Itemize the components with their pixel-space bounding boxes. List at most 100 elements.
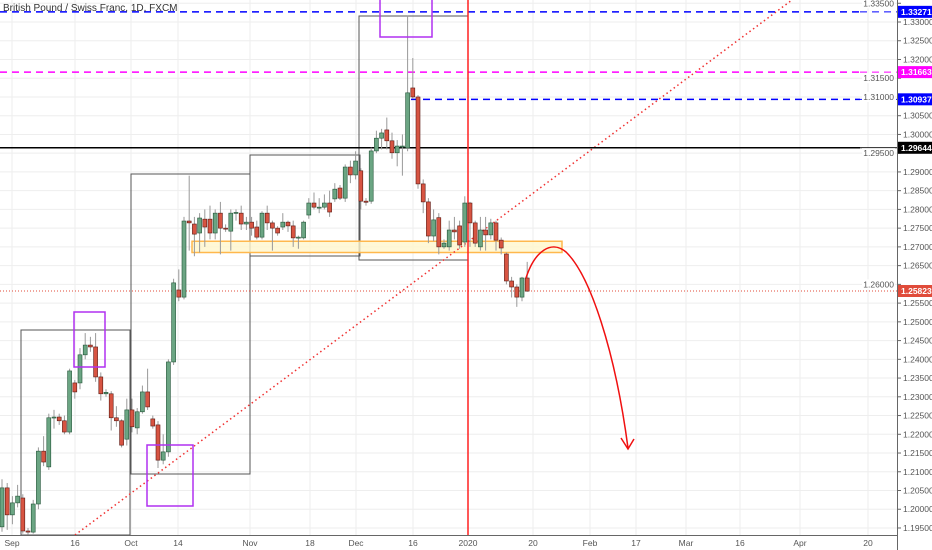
candle[interactable] (504, 252, 509, 285)
candle[interactable] (389, 132, 395, 159)
candle[interactable] (420, 179, 426, 214)
candle[interactable] (462, 196, 468, 247)
candle[interactable] (4, 483, 10, 530)
candle[interactable] (202, 209, 208, 247)
candle[interactable] (186, 175, 192, 251)
candle[interactable] (51, 409, 57, 429)
candle[interactable] (410, 57, 416, 99)
candle[interactable] (306, 198, 312, 219)
trend-line[interactable] (74, 0, 793, 536)
candle[interactable] (280, 213, 286, 231)
candle[interactable] (488, 218, 494, 240)
range-box[interactable] (130, 173, 251, 475)
candle[interactable] (119, 419, 124, 448)
price-axis[interactable]: 1.33500 1.33000 1.32500 1.32000 1.31500 1.310… (862, 0, 932, 533)
candle[interactable] (166, 359, 171, 457)
range-box[interactable] (249, 154, 361, 257)
candle[interactable] (181, 216, 187, 300)
candle[interactable] (415, 95, 421, 189)
candle[interactable] (145, 368, 150, 410)
candle[interactable] (457, 220, 462, 249)
candle[interactable] (472, 220, 478, 247)
candle[interactable] (30, 499, 36, 534)
candle[interactable] (337, 185, 343, 201)
candle[interactable] (108, 391, 114, 431)
candle[interactable] (238, 205, 244, 231)
candle[interactable] (311, 192, 317, 210)
candle[interactable] (129, 398, 135, 433)
candle[interactable] (77, 348, 83, 390)
candle[interactable] (15, 484, 20, 508)
candle[interactable] (342, 164, 348, 202)
candle[interactable] (290, 220, 296, 247)
support-zone[interactable] (191, 240, 563, 254)
candle[interactable] (259, 211, 265, 240)
candle[interactable] (452, 216, 457, 240)
candle[interactable] (218, 201, 223, 255)
candle[interactable] (207, 205, 213, 240)
candle[interactable] (483, 216, 488, 251)
candle[interactable] (56, 413, 62, 425)
candle[interactable] (519, 276, 525, 302)
candle[interactable] (244, 216, 249, 231)
candle[interactable] (0, 479, 5, 532)
candle[interactable] (46, 413, 52, 470)
candle[interactable] (124, 398, 130, 446)
candle[interactable] (275, 226, 280, 236)
candle[interactable] (103, 389, 109, 397)
candle[interactable] (62, 415, 67, 435)
candle[interactable] (363, 198, 369, 206)
highlight-box[interactable] (146, 444, 194, 507)
forecast-arrow[interactable] (525, 246, 635, 451)
highlight-box[interactable] (379, 0, 433, 38)
candle[interactable] (467, 201, 473, 247)
candle[interactable] (431, 209, 436, 242)
candle[interactable] (212, 209, 218, 240)
candle[interactable] (374, 130, 379, 154)
candle[interactable] (88, 336, 93, 352)
candle[interactable] (228, 209, 234, 251)
highlight-box[interactable] (73, 311, 106, 368)
candle[interactable] (249, 216, 254, 236)
candle[interactable] (25, 527, 31, 535)
candle[interactable] (301, 220, 306, 240)
candle[interactable] (98, 372, 104, 401)
candle[interactable] (436, 213, 442, 255)
candle[interactable] (41, 436, 46, 467)
candle[interactable] (233, 209, 239, 221)
candle[interactable] (332, 183, 338, 202)
candle[interactable] (514, 284, 520, 307)
candle[interactable] (296, 235, 301, 249)
candle[interactable] (264, 205, 270, 231)
candle[interactable] (322, 194, 327, 210)
candle[interactable] (197, 213, 202, 253)
candle[interactable] (524, 261, 530, 292)
candle[interactable] (426, 198, 431, 244)
candle[interactable] (348, 160, 353, 184)
candle[interactable] (176, 269, 182, 302)
candle[interactable] (379, 128, 384, 150)
candle[interactable] (493, 220, 499, 251)
candle[interactable] (353, 151, 358, 180)
candle[interactable] (93, 333, 98, 382)
candle[interactable] (285, 220, 291, 232)
candle[interactable] (134, 408, 140, 435)
candle[interactable] (160, 434, 166, 465)
time-axis[interactable]: Sep 16 Oct 14 Nov 18 Dec 16 2020 20 Feb 17 Mar 16 Apr 2… (4, 538, 873, 548)
candle[interactable] (20, 494, 26, 534)
candle[interactable] (270, 220, 275, 251)
candle[interactable] (441, 239, 447, 249)
candle[interactable] (140, 385, 145, 414)
candle[interactable] (223, 224, 228, 232)
candle[interactable] (171, 278, 176, 365)
candle[interactable] (150, 415, 156, 429)
candle[interactable] (316, 198, 322, 214)
candle[interactable] (400, 134, 405, 176)
candle[interactable] (478, 216, 483, 251)
candle[interactable] (509, 276, 514, 298)
candle[interactable] (327, 190, 332, 217)
candle[interactable] (384, 117, 390, 150)
candle[interactable] (10, 496, 15, 525)
candle[interactable] (67, 368, 72, 435)
